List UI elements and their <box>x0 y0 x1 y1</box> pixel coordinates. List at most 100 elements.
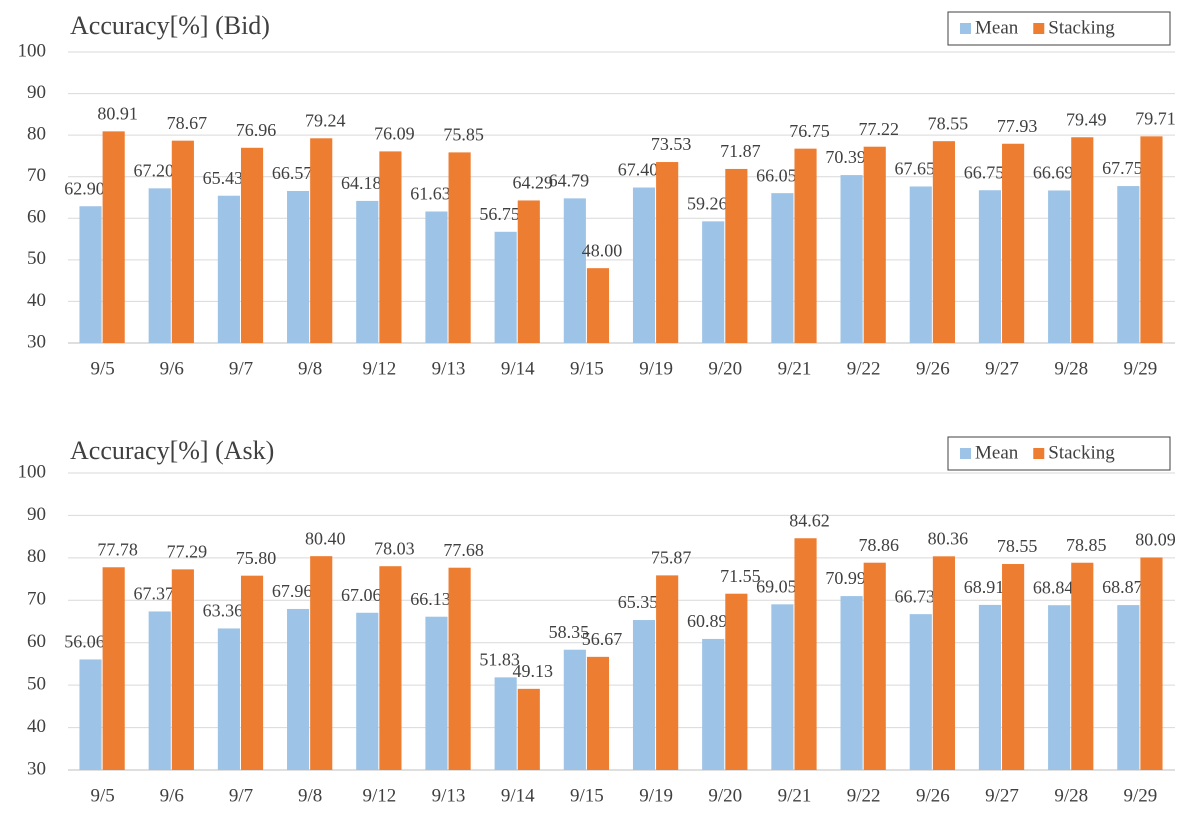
data-label: 64.18 <box>341 173 382 193</box>
data-label: 77.78 <box>97 539 138 559</box>
legend-label: Mean <box>975 17 1019 38</box>
bar <box>656 575 679 770</box>
y-tick-label: 100 <box>18 40 47 61</box>
chart-title: Accuracy[%] (Bid) <box>70 11 270 40</box>
x-tick-label: 9/28 <box>1054 785 1088 806</box>
data-label: 79.49 <box>1066 109 1107 129</box>
x-tick-label: 9/13 <box>432 358 466 379</box>
data-label: 73.53 <box>651 134 692 154</box>
data-label: 66.05 <box>756 165 797 185</box>
bar <box>725 168 748 343</box>
x-tick-label: 9/22 <box>847 785 881 806</box>
data-label: 65.35 <box>618 592 659 612</box>
data-label: 77.93 <box>997 116 1038 136</box>
data-label: 64.29 <box>513 173 554 193</box>
x-tick-label: 9/27 <box>985 785 1019 806</box>
bar <box>771 193 794 343</box>
bar <box>79 659 102 770</box>
data-label: 79.24 <box>305 110 346 130</box>
data-label: 66.13 <box>410 589 451 609</box>
bar <box>586 268 610 343</box>
data-label: 66.69 <box>1033 163 1074 183</box>
bar <box>79 206 102 343</box>
bar <box>494 677 517 770</box>
x-tick-label: 9/6 <box>160 785 184 806</box>
y-tick-label: 100 <box>18 461 47 482</box>
data-label: 76.96 <box>236 120 277 140</box>
data-label: 69.05 <box>756 576 797 596</box>
data-label: 67.96 <box>272 581 313 601</box>
data-label: 56.75 <box>479 204 520 224</box>
bar <box>840 596 863 770</box>
bar <box>287 608 310 770</box>
x-tick-label: 9/21 <box>778 785 812 806</box>
bar <box>863 562 886 770</box>
bar <box>217 628 240 770</box>
bar <box>1140 136 1163 343</box>
data-label: 78.03 <box>374 538 415 558</box>
bar <box>702 221 725 343</box>
x-tick-label: 9/26 <box>916 358 950 379</box>
data-label: 75.87 <box>651 548 692 568</box>
data-label: 84.62 <box>789 510 830 530</box>
data-label: 71.55 <box>720 566 761 586</box>
data-label: 78.86 <box>858 535 899 555</box>
y-tick-label: 40 <box>27 290 46 311</box>
legend-swatch <box>960 448 971 459</box>
bar <box>494 231 517 343</box>
bar <box>448 567 471 770</box>
data-label: 80.36 <box>928 528 969 548</box>
legend-swatch <box>960 23 971 34</box>
y-tick-label: 90 <box>27 82 46 103</box>
y-tick-label: 50 <box>27 248 46 269</box>
data-label: 68.84 <box>1033 577 1074 597</box>
x-tick-label: 9/7 <box>229 358 253 379</box>
data-label: 67.20 <box>133 160 174 180</box>
data-label: 66.75 <box>964 162 1005 182</box>
data-label: 75.85 <box>443 125 484 145</box>
bar <box>1117 605 1140 770</box>
data-label: 66.73 <box>895 586 936 606</box>
x-tick-label: 9/27 <box>985 358 1019 379</box>
data-label: 67.65 <box>895 159 936 179</box>
chart-title: Accuracy[%] (Ask) <box>70 436 274 465</box>
x-tick-label: 9/12 <box>362 785 396 806</box>
data-label: 78.67 <box>167 113 208 133</box>
x-tick-label: 9/21 <box>778 358 812 379</box>
bar <box>656 162 679 343</box>
bar <box>840 175 863 343</box>
bar <box>1048 190 1071 343</box>
data-label: 63.36 <box>203 601 244 621</box>
data-label: 77.22 <box>858 119 899 139</box>
bar <box>1002 143 1025 343</box>
data-label: 70.39 <box>825 147 866 167</box>
y-tick-label: 40 <box>27 716 46 737</box>
data-label: 76.75 <box>789 121 830 141</box>
y-tick-label: 30 <box>27 758 46 779</box>
data-label: 48.00 <box>582 240 623 260</box>
bar <box>379 151 402 343</box>
data-label: 61.63 <box>410 184 451 204</box>
data-label: 49.13 <box>513 661 554 681</box>
bar <box>909 186 932 343</box>
data-label: 59.26 <box>687 193 728 213</box>
data-label: 68.91 <box>964 577 1005 597</box>
data-label: 80.09 <box>1135 530 1176 550</box>
data-label: 67.75 <box>1102 158 1143 178</box>
x-tick-label: 9/5 <box>90 358 114 379</box>
bar <box>632 187 656 343</box>
bar <box>379 566 402 770</box>
data-label: 78.55 <box>997 536 1038 556</box>
x-tick-label: 9/12 <box>362 358 396 379</box>
y-tick-label: 30 <box>27 331 46 352</box>
data-label: 77.68 <box>443 540 484 560</box>
x-tick-label: 9/22 <box>847 358 881 379</box>
bar <box>1071 137 1094 343</box>
x-tick-label: 9/7 <box>229 785 253 806</box>
data-label: 64.79 <box>549 170 590 190</box>
bar <box>517 200 540 343</box>
bar <box>310 556 333 770</box>
bar <box>287 190 310 343</box>
bar <box>932 556 955 770</box>
